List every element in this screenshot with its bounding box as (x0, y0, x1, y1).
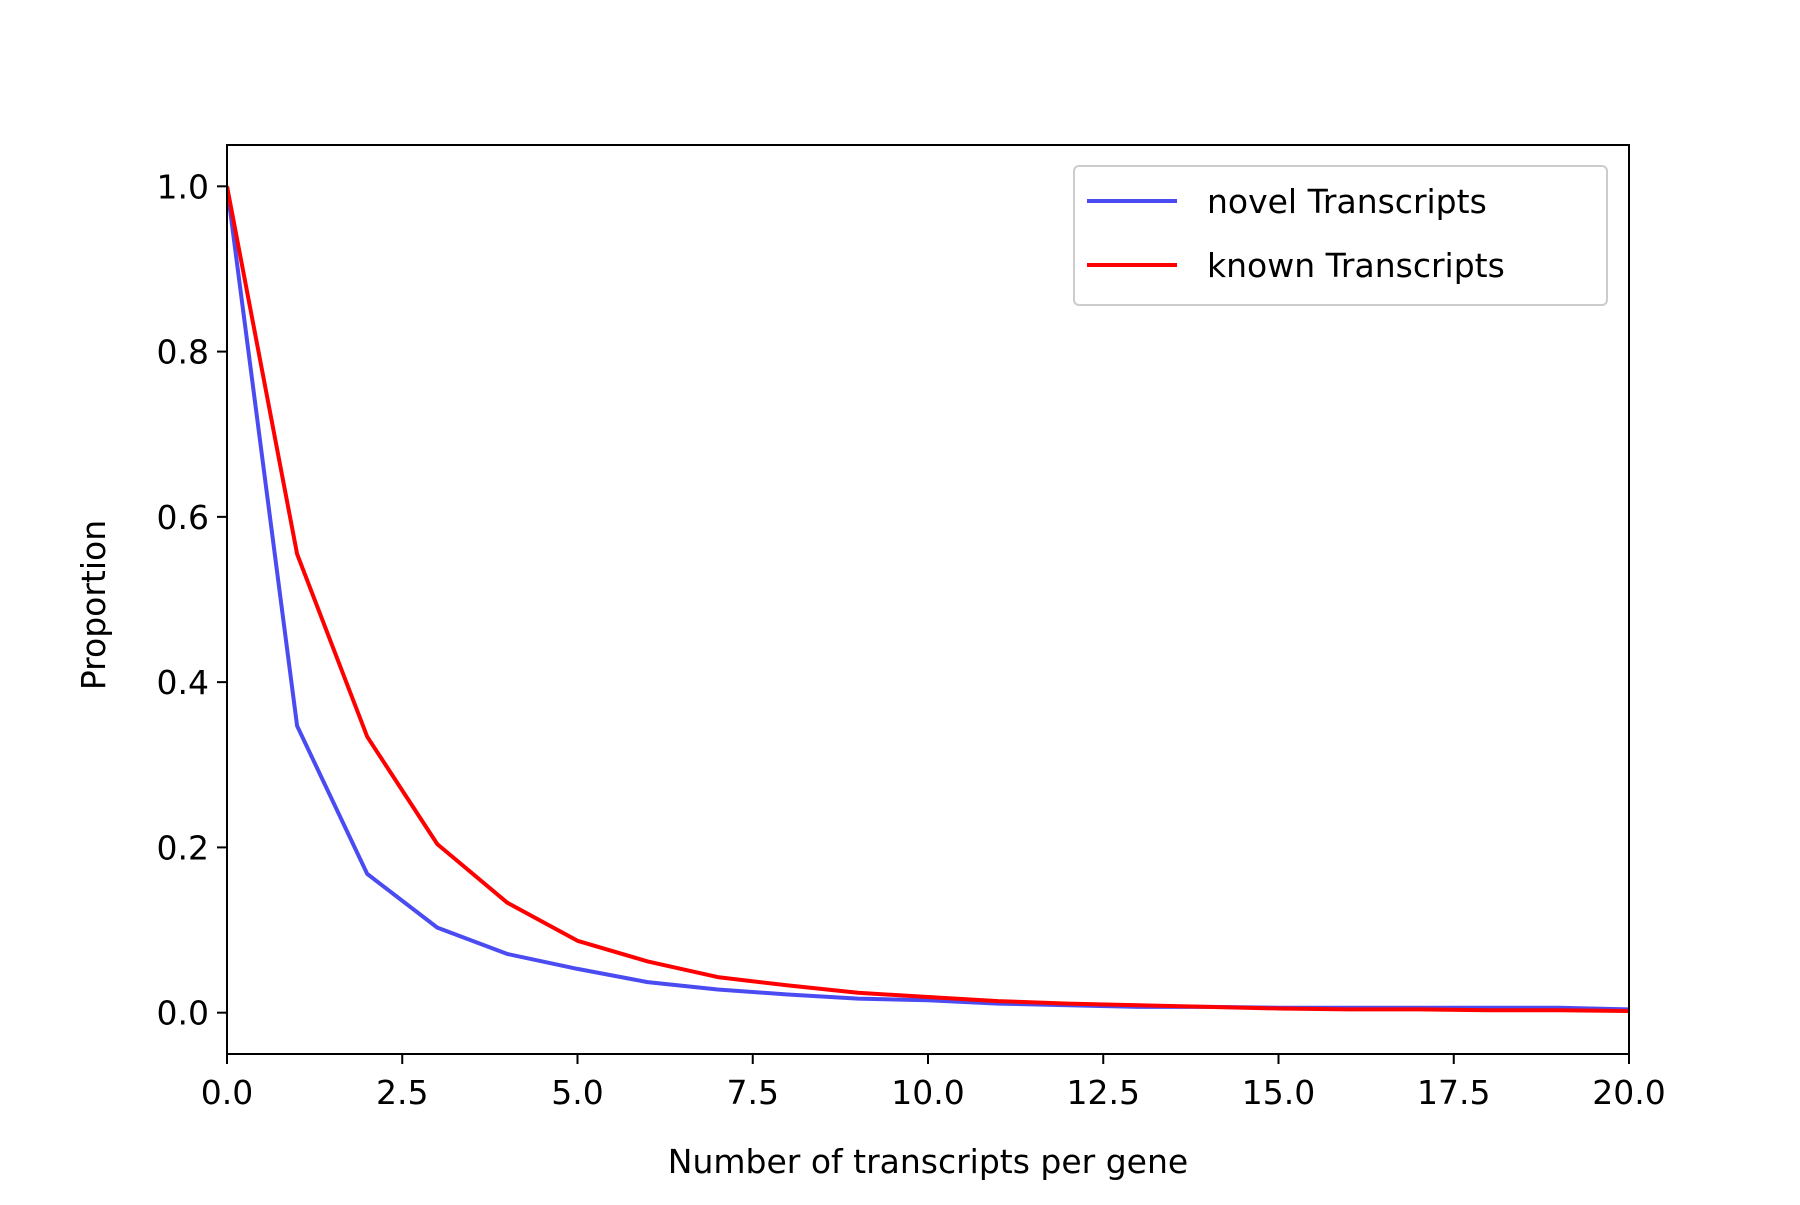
legend-label-novel: novel Transcripts (1207, 182, 1487, 221)
y-axis-label: Proportion (74, 520, 113, 690)
series-line-novel (227, 186, 1629, 1012)
y-tick-label: 0.2 (157, 828, 209, 867)
x-axis-label: Number of transcripts per gene (668, 1142, 1188, 1181)
x-tick-label: 17.5 (1417, 1073, 1490, 1112)
x-tick-label: 0.0 (201, 1073, 253, 1112)
y-axis-ticks: 0.0 0.2 0.4 0.6 0.8 1.0 (157, 167, 227, 1033)
x-tick-label: 5.0 (551, 1073, 603, 1112)
y-tick-label: 1.0 (157, 167, 209, 206)
y-tick-label: 0.8 (157, 333, 209, 372)
x-axis-ticks: 0.0 2.5 5.0 7.5 10.0 12.5 15.0 17.5 20.0 (201, 1054, 1666, 1112)
series-line-known (227, 185, 1629, 1013)
y-tick-label: 0.0 (157, 994, 209, 1033)
x-tick-label: 12.5 (1067, 1073, 1140, 1112)
x-tick-label: 15.0 (1242, 1073, 1315, 1112)
x-tick-label: 7.5 (727, 1073, 779, 1112)
x-tick-label: 2.5 (376, 1073, 428, 1112)
x-tick-label: 20.0 (1592, 1073, 1665, 1112)
y-tick-label: 0.6 (157, 498, 209, 537)
series-lines (227, 185, 1629, 1013)
legend-box (1073, 165, 1608, 306)
legend-label-known: known Transcripts (1207, 246, 1505, 285)
legend: novel Transcripts known Transcripts (1073, 165, 1608, 306)
y-tick-label: 0.4 (157, 663, 209, 702)
x-tick-label: 10.0 (891, 1073, 964, 1112)
